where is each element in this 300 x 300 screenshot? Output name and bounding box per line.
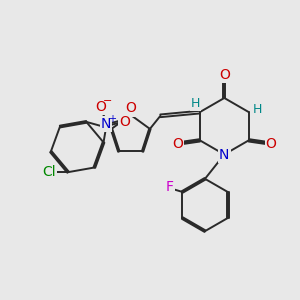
Text: O: O <box>266 137 277 151</box>
Text: N: N <box>219 148 230 162</box>
Text: N: N <box>101 117 111 131</box>
Text: F: F <box>166 180 174 194</box>
Text: O: O <box>172 137 183 151</box>
Text: O: O <box>125 101 136 116</box>
Text: H: H <box>252 103 262 116</box>
Text: O: O <box>119 115 130 129</box>
Text: H: H <box>191 97 200 110</box>
Text: Cl: Cl <box>43 165 56 179</box>
Text: −: − <box>102 96 112 106</box>
Text: +: + <box>108 114 116 124</box>
Text: O: O <box>95 100 106 114</box>
Text: O: O <box>219 68 230 82</box>
